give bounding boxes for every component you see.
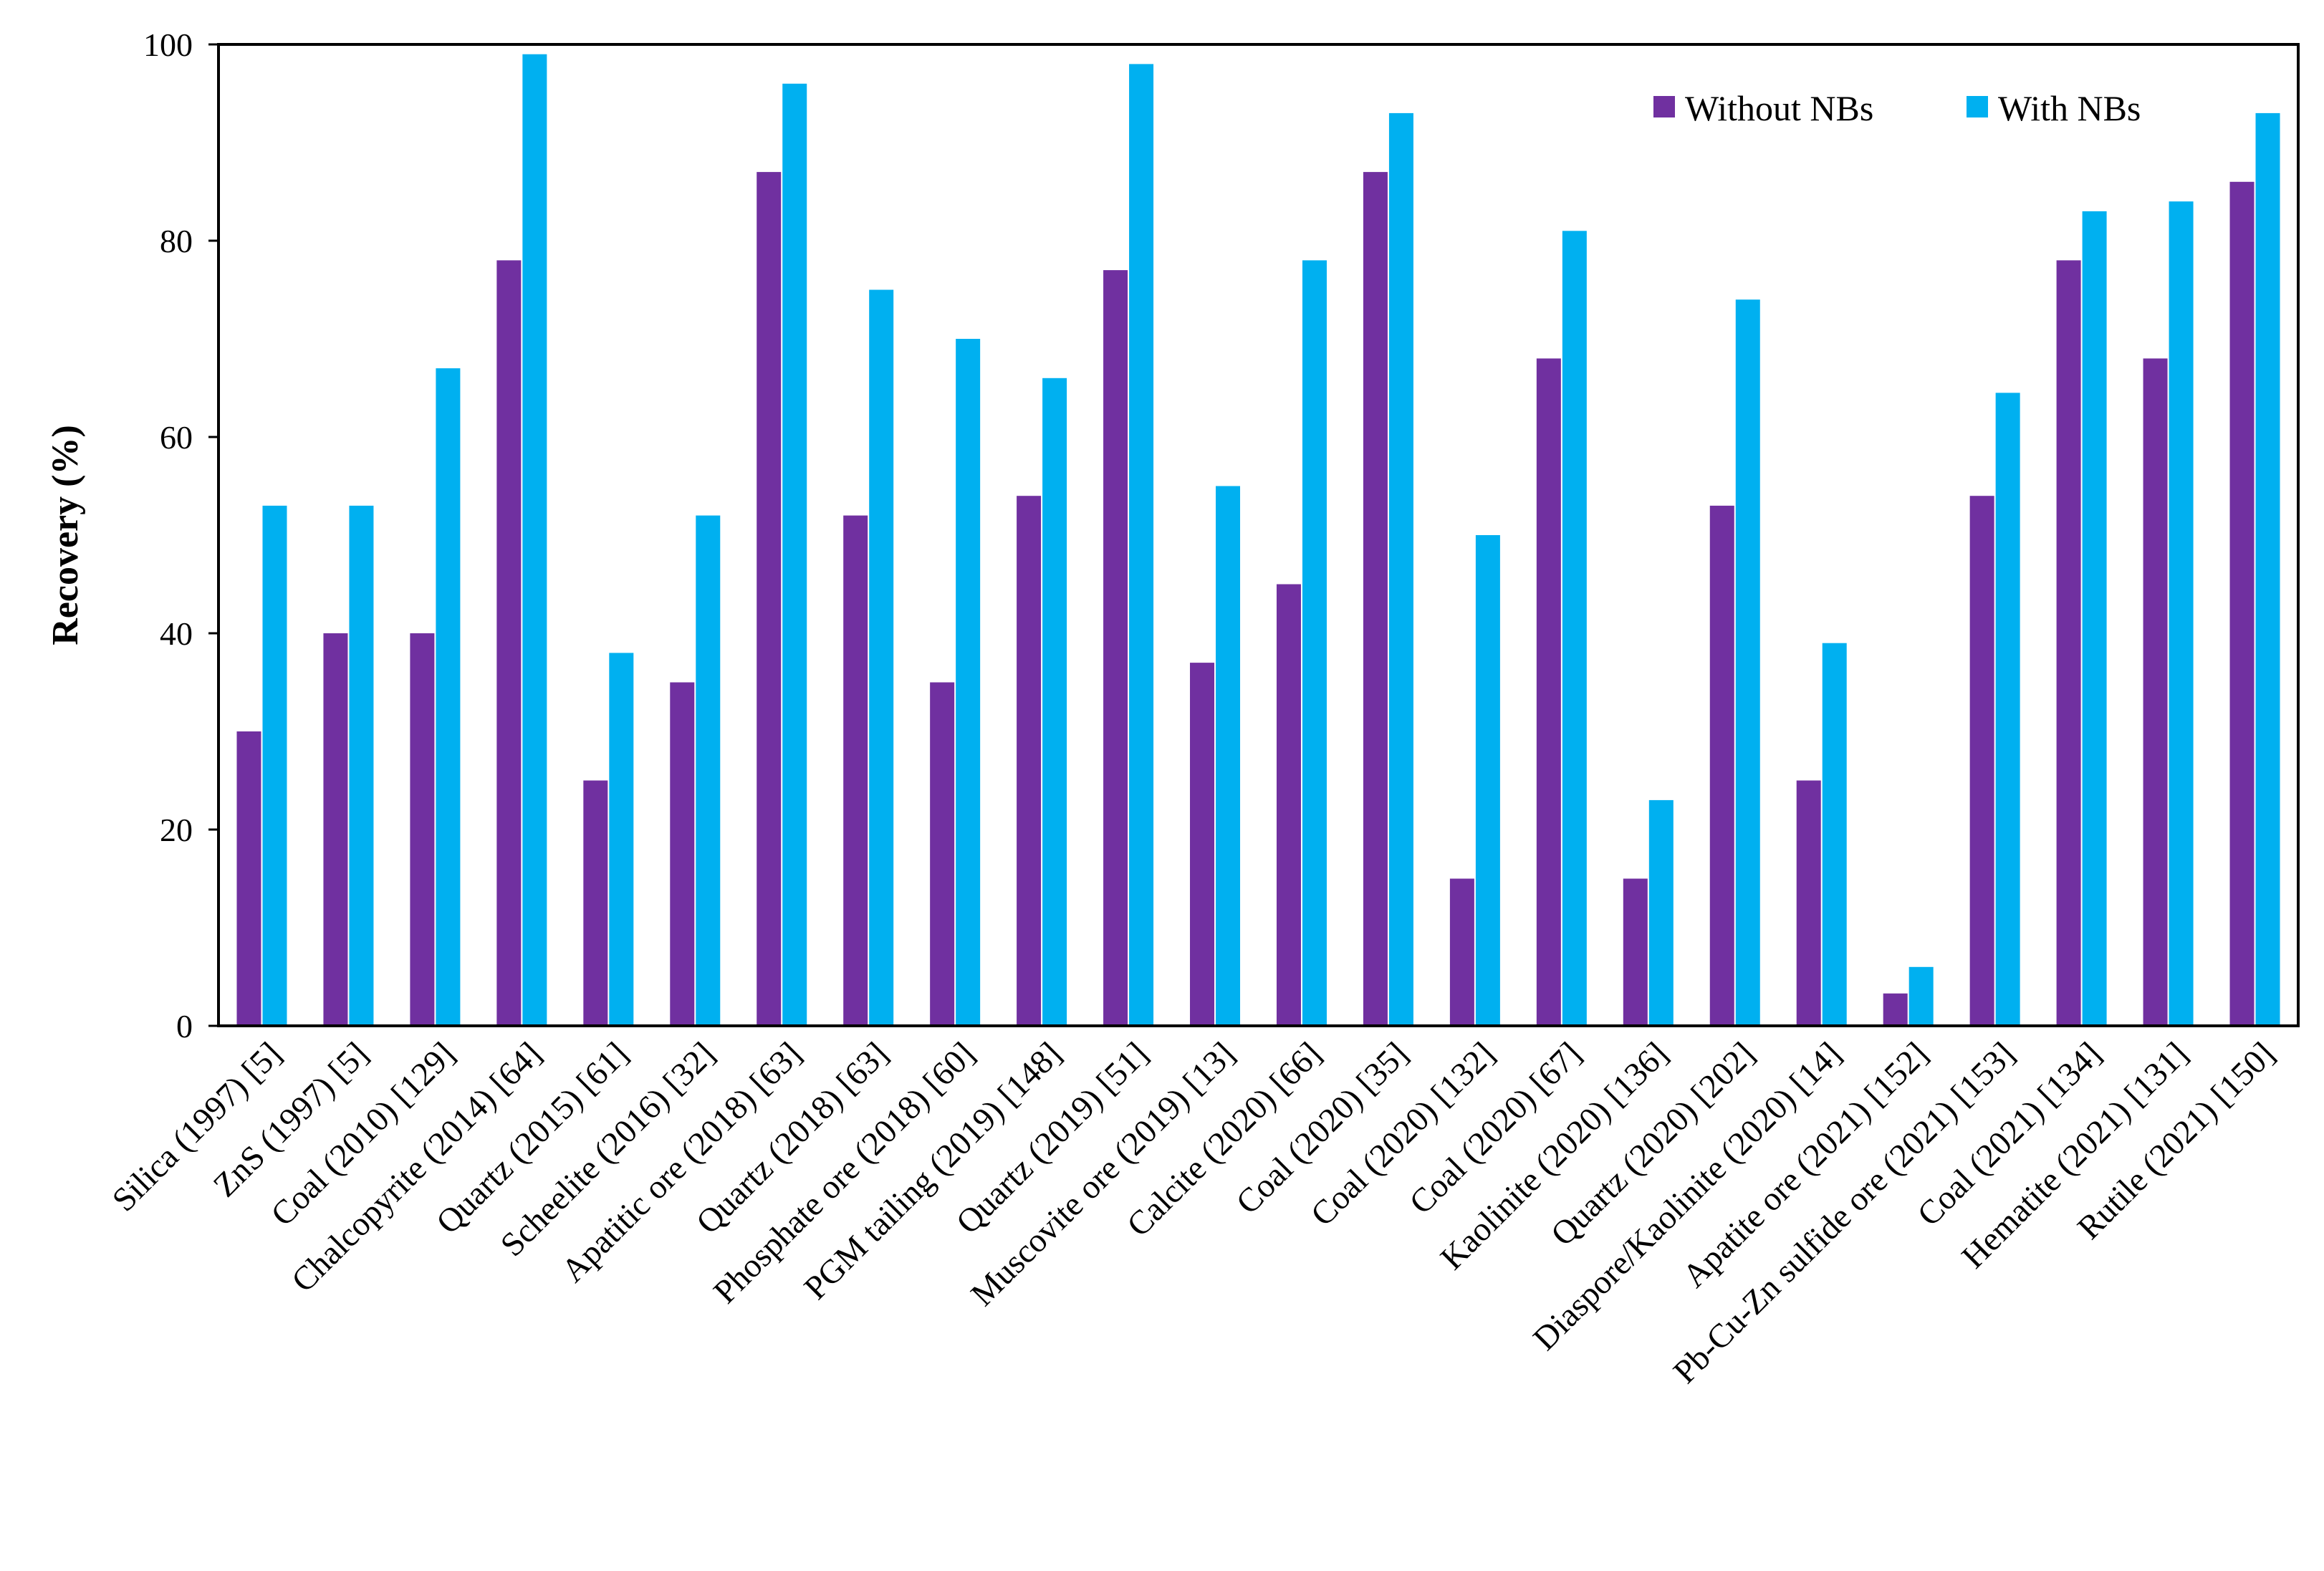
bar-without-nbs [496,260,522,1026]
bar-without-nbs [843,515,868,1026]
bar-with-nbs [956,339,981,1026]
bar-with-nbs [1042,378,1067,1026]
bar-without-nbs [670,682,695,1026]
y-axis-ticks: 0 20 40 60 80 100 [143,27,219,1044]
bar-with-nbs [696,515,721,1026]
plot-frame [217,43,2300,1027]
plot-bars [236,54,2280,1027]
bar-with-nbs [1302,260,1327,1026]
bar-with-nbs [522,54,547,1027]
bar-with-nbs [1388,112,1413,1026]
legend: Without NBs With NBs [1653,88,2141,128]
bar-with-nbs [782,83,807,1026]
bar-without-nbs [1449,878,1474,1026]
bar-without-nbs [2229,181,2255,1026]
bar-with-nbs [1822,643,1847,1026]
bar-without-nbs [410,633,435,1026]
bar-with-nbs [1648,799,1674,1026]
bar-without-nbs [1883,993,1908,1026]
bar-without-nbs [236,731,261,1026]
bar-with-nbs [2255,112,2280,1026]
bar-with-nbs [436,368,461,1026]
legend-swatch [1653,96,1675,117]
bar-with-nbs [1562,231,1587,1026]
bar-without-nbs [1536,358,1561,1026]
legend-swatch [1967,96,1988,117]
y-tick-label: 60 [160,419,193,456]
bar-without-nbs [1796,780,1821,1026]
bar-with-nbs [1129,64,1154,1026]
bar-without-nbs [1363,172,1388,1027]
bar-with-nbs [1735,299,1760,1026]
bar-with-nbs [349,505,374,1026]
y-tick-label: 0 [176,1008,193,1044]
bar-without-nbs [1190,663,1215,1026]
y-tick-label: 20 [160,812,193,848]
bar-with-nbs [2169,201,2194,1027]
bar-with-nbs [609,653,634,1026]
y-tick-label: 100 [143,27,193,63]
bar-without-nbs [1623,878,1648,1026]
bar-with-nbs [869,289,894,1026]
bar-without-nbs [1276,584,1301,1026]
bar-without-nbs [583,780,608,1026]
legend-label: Without NBs [1685,88,1873,128]
bar-with-nbs [262,505,287,1026]
y-axis-label: Recovery (%) [45,425,86,645]
bar-without-nbs [2143,358,2168,1026]
bar-without-nbs [323,633,348,1026]
bar-without-nbs [1969,496,1994,1026]
bar-without-nbs [2056,260,2081,1026]
legend-label: With NBs [1998,88,2141,128]
bar-with-nbs [2082,211,2107,1026]
bar-without-nbs [757,172,782,1027]
bar-without-nbs [1709,505,1734,1026]
bar-without-nbs [930,682,955,1026]
y-tick-label: 80 [160,223,193,259]
y-tick-label: 40 [160,615,193,652]
bar-without-nbs [1103,270,1128,1027]
bar-with-nbs [1995,393,2020,1026]
bar-without-nbs [1017,496,1042,1026]
bar-with-nbs [1908,966,1934,1026]
bar-with-nbs [1475,535,1500,1026]
bar-with-nbs [1216,486,1241,1026]
